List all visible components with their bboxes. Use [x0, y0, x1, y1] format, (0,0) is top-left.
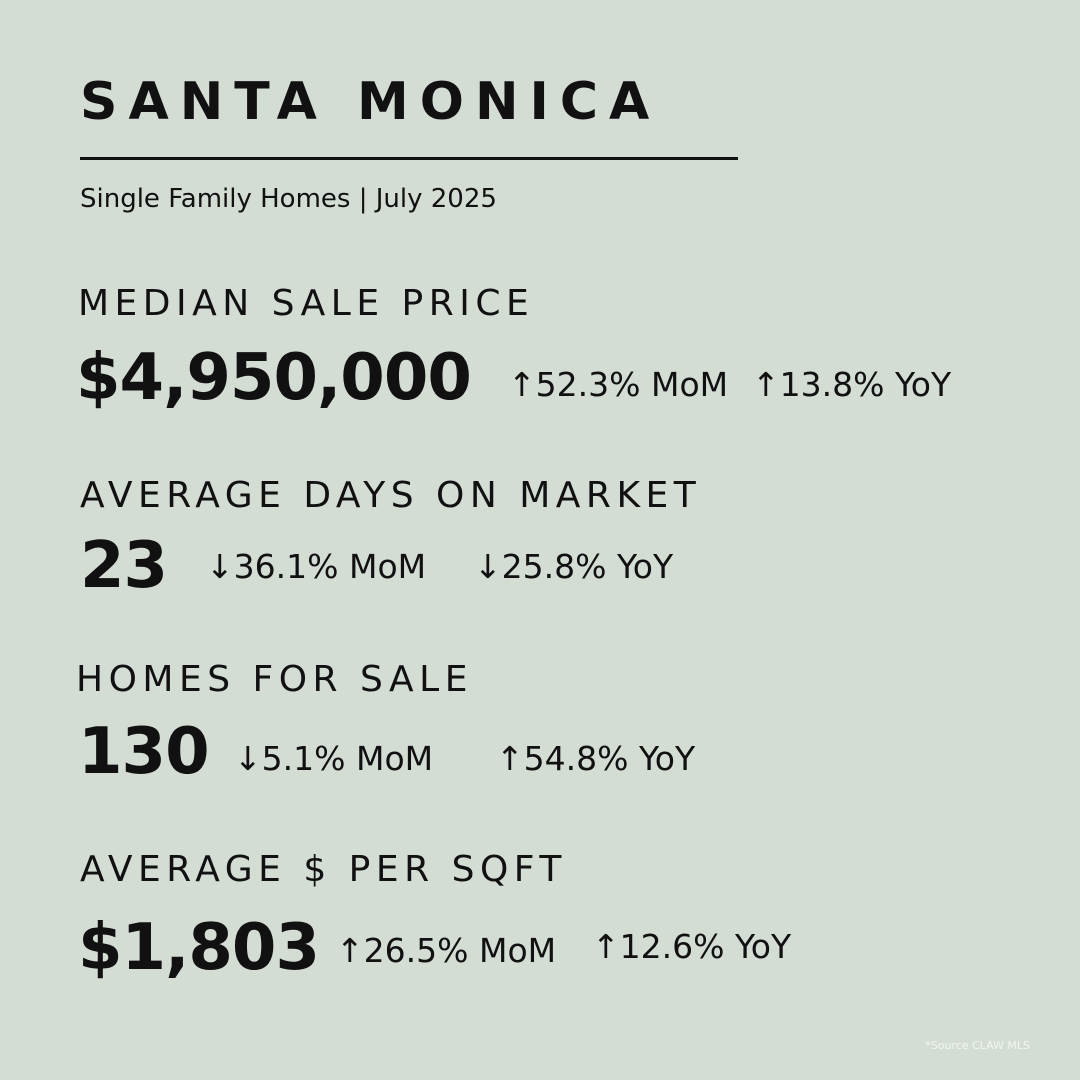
metric-value: 23: [80, 529, 168, 603]
mom-change: ↓36.1% MoM: [206, 550, 426, 583]
mom-change: ↑26.5% MoM: [336, 934, 556, 967]
source-footnote: *Source CLAW MLS: [925, 1039, 1030, 1052]
arrow-icon: ↑: [496, 739, 524, 778]
mom-change-text: 52.3% MoM: [535, 365, 729, 404]
arrow-icon: ↑: [752, 365, 780, 404]
yoy-change: ↑13.8% YoY: [752, 368, 951, 401]
page-subtitle: Single Family Homes | July 2025: [80, 184, 497, 214]
metric-value: 130: [78, 715, 210, 789]
arrow-icon: ↑: [336, 931, 364, 970]
yoy-change: ↓25.8% YoY: [474, 550, 673, 583]
yoy-change: ↑12.6% YoY: [592, 930, 791, 963]
mom-change-text: 26.5% MoM: [363, 931, 557, 970]
metric-value: $4,950,000: [76, 341, 472, 415]
yoy-change-text: 25.8% YoY: [501, 547, 674, 586]
page-title: SANTA MONICA: [80, 72, 661, 132]
mom-change-text: 5.1% MoM: [261, 739, 434, 778]
arrow-icon: ↓: [234, 739, 262, 778]
arrow-icon: ↑: [508, 365, 536, 404]
mom-change: ↑52.3% MoM: [508, 368, 728, 401]
yoy-change-text: 12.6% YoY: [619, 927, 792, 966]
mom-change-text: 36.1% MoM: [233, 547, 427, 586]
title-underline: [80, 157, 738, 160]
metric-label: MEDIAN SALE PRICE: [78, 283, 535, 324]
arrow-icon: ↓: [474, 547, 502, 586]
metric-label: HOMES FOR SALE: [76, 659, 473, 700]
yoy-change-text: 13.8% YoY: [779, 365, 952, 404]
metric-value: $1,803: [78, 911, 320, 985]
arrow-icon: ↑: [592, 927, 620, 966]
yoy-change-text: 54.8% YoY: [523, 739, 696, 778]
arrow-icon: ↓: [206, 547, 234, 586]
metric-label: AVERAGE DAYS ON MARKET: [80, 475, 702, 516]
metric-label: AVERAGE $ PER SQFT: [80, 849, 567, 890]
yoy-change: ↑54.8% YoY: [496, 742, 695, 775]
mom-change: ↓5.1% MoM: [234, 742, 433, 775]
